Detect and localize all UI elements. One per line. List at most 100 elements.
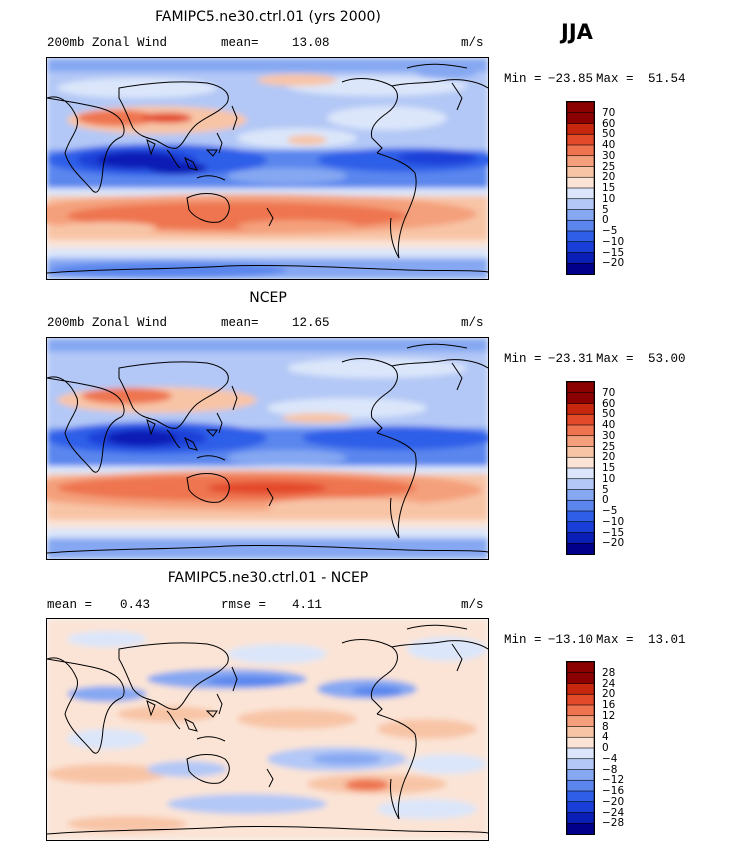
panel-1-colorbar (566, 101, 595, 275)
colorbar-tick-label: −10 (602, 515, 625, 528)
colorbar-swatch (567, 790, 594, 803)
colorbar-swatch (567, 521, 594, 534)
panel-1-variable-label: 200mb Zonal Wind (47, 36, 168, 50)
colorbar-swatch (567, 112, 594, 125)
colorbar-tick-label: 25 (602, 160, 616, 173)
panel-3-max-value: 13.01 (648, 633, 686, 647)
panel-3-rmse-value: 4.11 (292, 598, 323, 612)
colorbar-tick-label: 12 (602, 709, 616, 722)
colorbar-swatch (567, 499, 594, 512)
colorbar-swatch (567, 662, 594, 674)
colorbar-swatch (567, 822, 594, 834)
panel-2-colorbar (566, 381, 595, 555)
panel-2-variable-label: 200mb Zonal Wind (47, 316, 168, 330)
panel-2-min-label: Min = (504, 352, 542, 366)
colorbar-swatch (567, 704, 594, 717)
colorbar-swatch (567, 413, 594, 426)
colorbar-swatch (567, 467, 594, 480)
panel-1-max-label: Max = (596, 72, 634, 86)
colorbar-swatch (567, 456, 594, 469)
colorbar-swatch (567, 230, 594, 243)
colorbar-tick-label: 70 (602, 106, 616, 119)
colorbar-swatch (567, 155, 594, 168)
panel-2-coastlines (47, 343, 488, 554)
colorbar-tick-label: −4 (602, 752, 618, 765)
colorbar-tick-label: −5 (602, 225, 618, 237)
panel-1-max-value: 51.54 (648, 72, 686, 86)
colorbar-tick-label: 40 (602, 139, 616, 151)
panel-3-field (47, 619, 488, 840)
colorbar-swatch (567, 252, 594, 265)
colorbar-swatch (567, 747, 594, 760)
panel-1-min-value: −23.85 (548, 72, 594, 86)
panel-2-max-label: Max = (596, 352, 634, 366)
colorbar-tick-label: 8 (602, 720, 609, 733)
season-label: JJA (561, 20, 593, 44)
colorbar-swatch (567, 769, 594, 782)
colorbar-swatch (567, 446, 594, 459)
panel-3-units: m/s (461, 598, 484, 612)
colorbar-tick-label: −12 (602, 774, 625, 787)
colorbar-tick-label: 20 (602, 451, 616, 464)
colorbar-tick-label: 50 (602, 128, 616, 141)
colorbar-swatch (567, 403, 594, 416)
panel-1-mean-label: mean= (221, 36, 259, 50)
panel-3-max-label: Max = (596, 633, 634, 647)
panel-1-field (47, 58, 488, 279)
colorbar-swatch (567, 187, 594, 200)
panel-1-coastlines (47, 63, 488, 274)
colorbar-tick-label: 30 (602, 149, 616, 162)
panel-2-min-value: −23.31 (548, 352, 594, 366)
colorbar-tick-label: −16 (602, 785, 625, 797)
panel-2-map (46, 337, 489, 560)
colorbar-tick-label: −15 (602, 526, 625, 539)
colorbar-swatch (567, 198, 594, 211)
colorbar-swatch (567, 693, 594, 706)
panel-3-mean-label: mean = (47, 598, 93, 612)
colorbar-swatch (567, 209, 594, 222)
colorbar-swatch (567, 424, 594, 437)
colorbar-tick-label: 16 (602, 699, 616, 711)
colorbar-swatch (567, 219, 594, 232)
colorbar-swatch (567, 532, 594, 545)
colorbar-tick-label: −8 (602, 763, 618, 776)
colorbar-tick-label: 0 (602, 494, 609, 507)
panel-2-title: NCEP (249, 290, 287, 306)
colorbar-swatch (567, 102, 594, 114)
colorbar-swatch (567, 683, 594, 696)
colorbar-swatch (567, 241, 594, 254)
colorbar-tick-label: 24 (602, 677, 616, 690)
colorbar-tick-label: 30 (602, 429, 616, 442)
colorbar-tick-label: −15 (602, 246, 625, 259)
colorbar-swatch (567, 715, 594, 728)
colorbar-tick-label: 0 (602, 214, 609, 227)
colorbar-swatch (567, 672, 594, 685)
colorbar-swatch (567, 144, 594, 157)
colorbar-swatch (567, 382, 594, 394)
colorbar-tick-label: 25 (602, 440, 616, 453)
colorbar-swatch (567, 510, 594, 523)
colorbar-tick-label: 0 (602, 742, 609, 754)
colorbar-swatch (567, 812, 594, 825)
colorbar-tick-label: −28 (602, 817, 625, 830)
panel-2-max-value: 53.00 (648, 352, 686, 366)
colorbar-svg (567, 662, 594, 834)
panel-1-min-label: Min = (504, 72, 542, 86)
colorbar-swatch (567, 726, 594, 739)
colorbar-tick-label: −10 (602, 235, 625, 248)
colorbar-tick-label: −20 (602, 537, 625, 550)
colorbar-tick-label: 15 (602, 182, 616, 194)
panel-3-min-value: −13.10 (548, 633, 594, 647)
colorbar-swatch (567, 801, 594, 814)
colorbar-tick-label: 5 (602, 203, 609, 216)
colorbar-swatch (567, 392, 594, 405)
panel-3-mean-value: 0.43 (120, 598, 151, 612)
panel-1-units: m/s (461, 36, 484, 50)
colorbar-svg (567, 102, 594, 274)
colorbar-tick-label: 60 (602, 397, 616, 410)
panel-2-mean-label: mean= (221, 316, 259, 330)
colorbar-svg (567, 382, 594, 554)
colorbar-tick-label: 60 (602, 117, 616, 130)
colorbar-swatch (567, 176, 594, 189)
panel-1-mean-value: 13.08 (292, 36, 330, 50)
